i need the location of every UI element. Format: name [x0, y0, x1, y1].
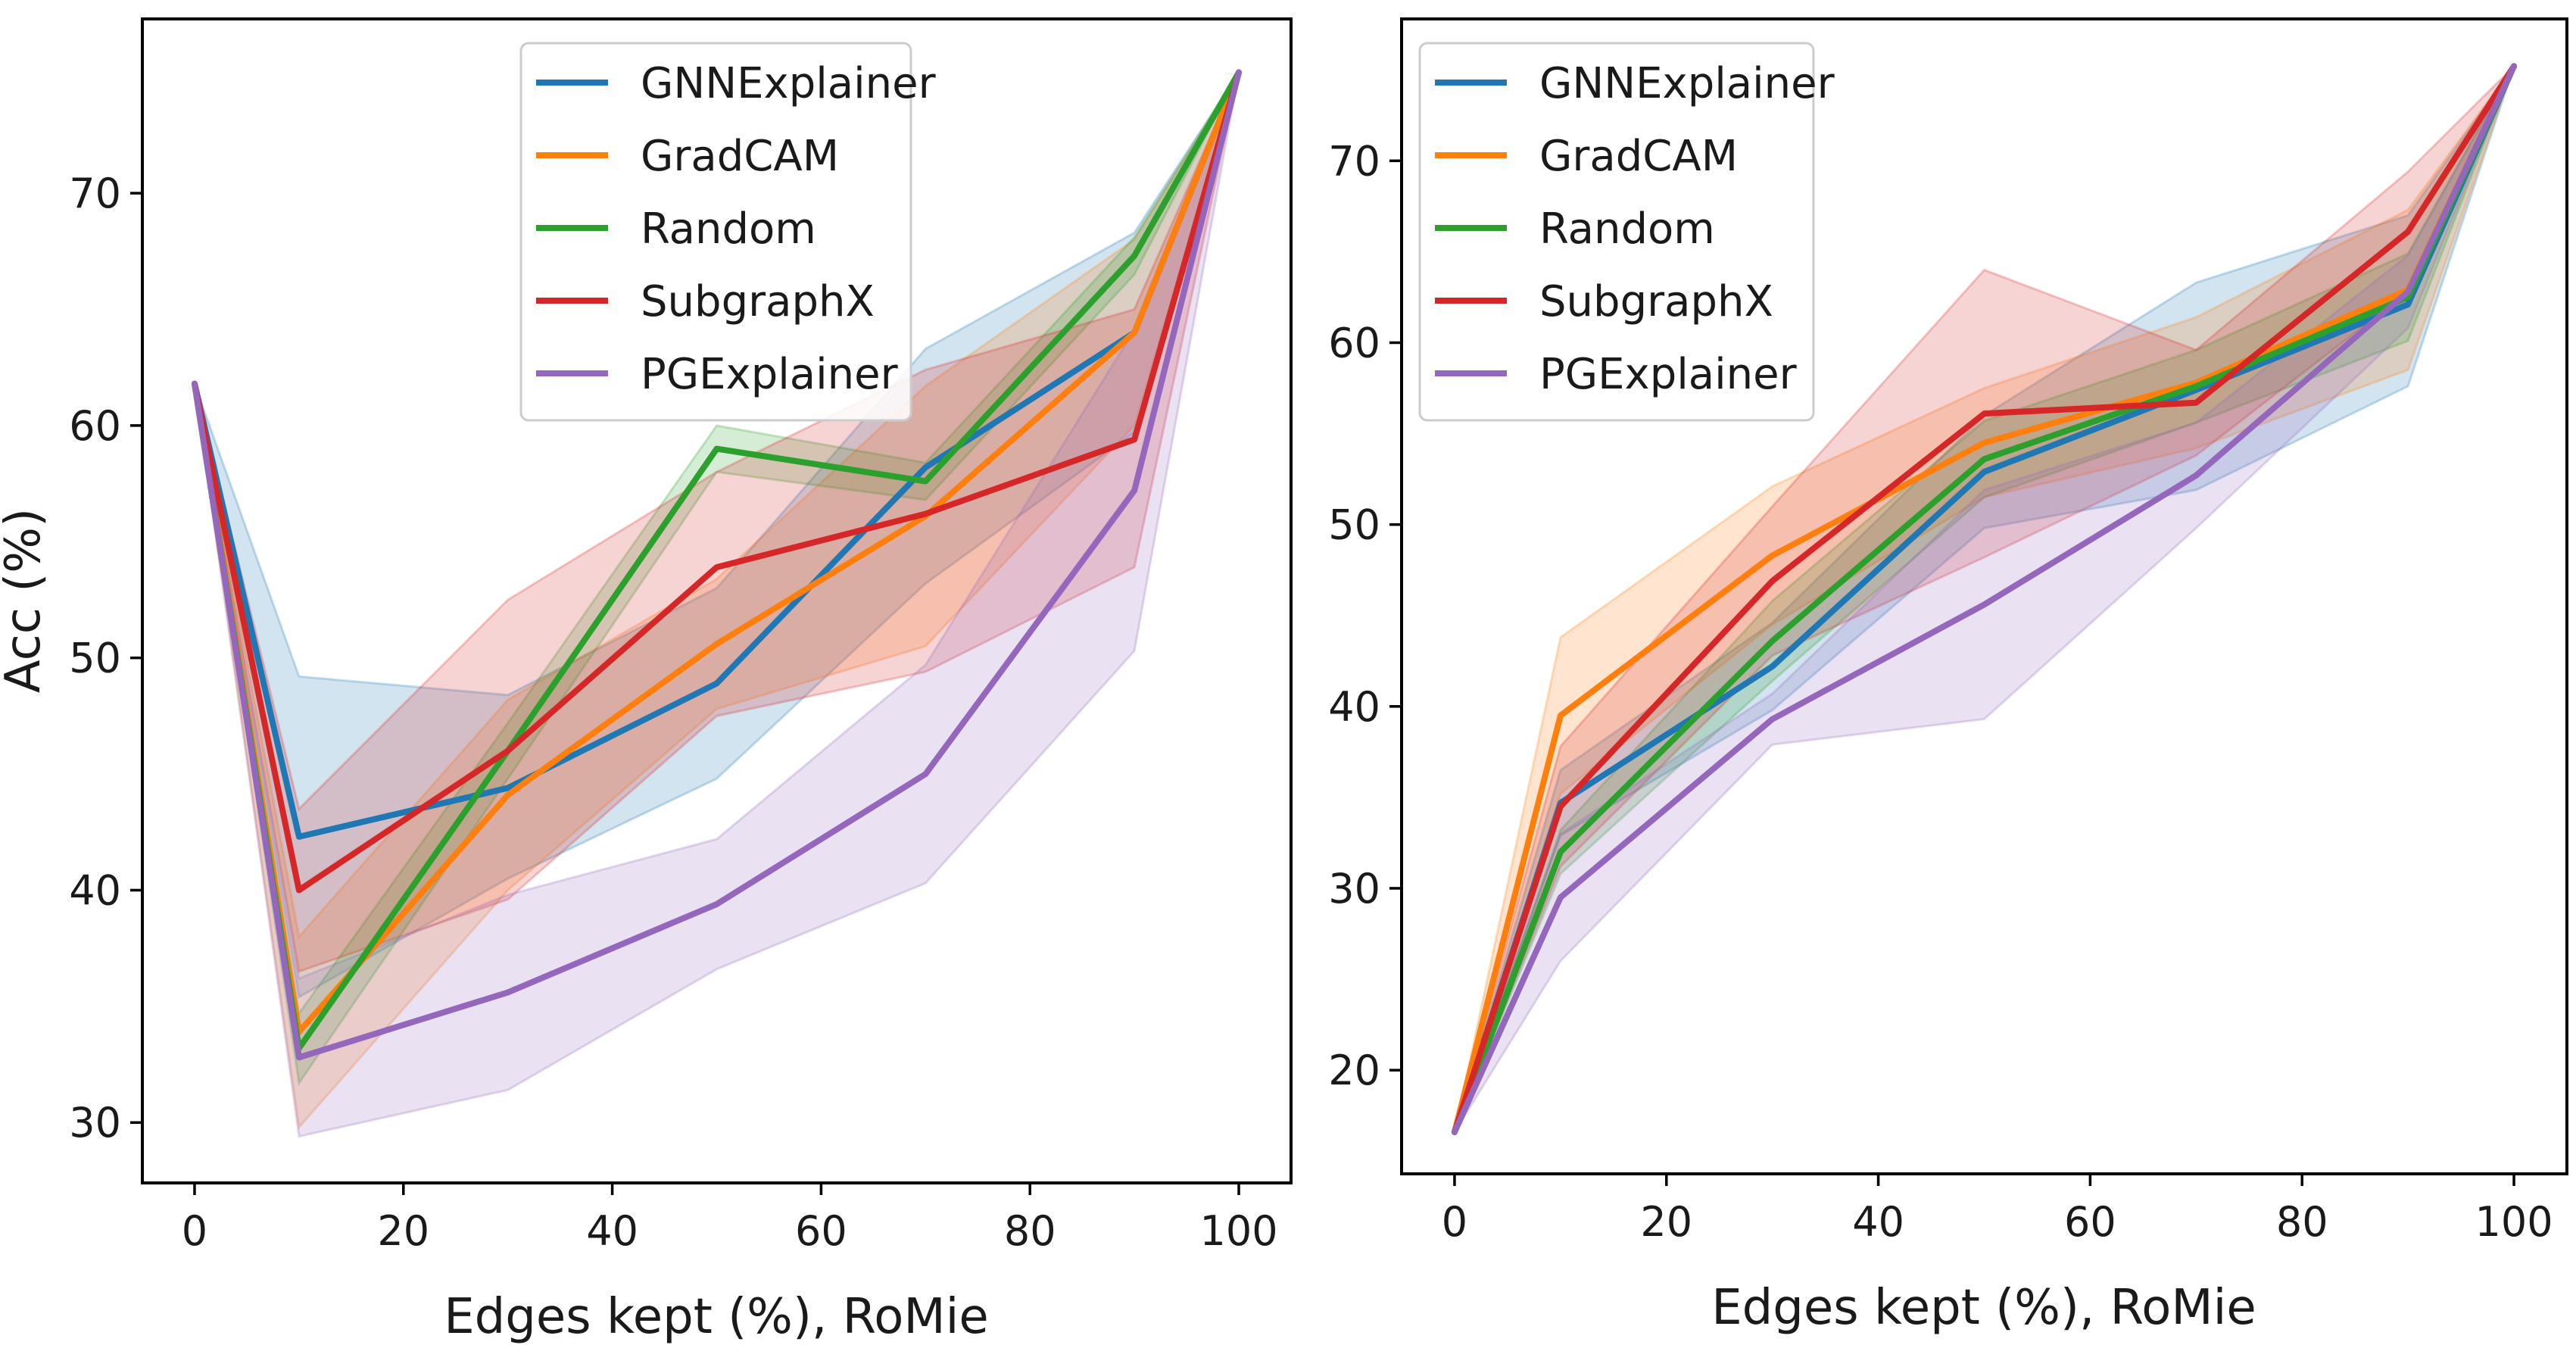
right-chart-x-axis-label: Edges kept (%), RoMie [1711, 1280, 2256, 1336]
left-chart-x-ticks: 0 20 40 60 80 100 [182, 1183, 1278, 1255]
right-chart-legend-label-gradcam: GradCAM [1539, 132, 1738, 181]
right-chart-y-tick-label: 50 [1328, 501, 1380, 549]
right-chart-legend-box [1418, 42, 1815, 422]
right-chart-lines [1452, 63, 2517, 1135]
right-chart-legend-label-pgexplainer: PGExplainer [1539, 350, 1798, 399]
right-chart-x-tick-label: 20 [1640, 1198, 1692, 1246]
left-chart-line-pgexplainer [192, 69, 1242, 1061]
right-chart-line-subgraphx [1452, 63, 2517, 1135]
right-chart-legend-label-subgraphx: SubgraphX [1539, 277, 1773, 326]
right-chart-line-pgexplainer [1452, 63, 2517, 1135]
left-chart-x-tick-label: 100 [1200, 1207, 1278, 1255]
left-chart-legend-label-subgraphx: SubgraphX [641, 277, 875, 326]
right-chart-y-tick-label: 60 [1328, 319, 1380, 367]
left-chart-y-tick-label: 40 [69, 866, 121, 914]
left-chart-legend: GNNExplainer GradCAM Random SubgraphX PGExpl… [519, 42, 937, 422]
left-chart-legend-label-gradcam: GradCAM [641, 132, 839, 181]
left-chart-legend-label-random: Random [641, 204, 816, 254]
right-chart-x-tick-label: 100 [2475, 1198, 2553, 1246]
left-chart-legend-label-gnnexplainer: GNNExplainer [641, 59, 937, 108]
left-chart-lines [192, 69, 1242, 1061]
right-chart-legend-label-random: Random [1539, 204, 1715, 254]
right-chart-x-tick-label: 40 [1852, 1198, 1904, 1246]
right-chart-legend-label-gnnexplainer: GNNExplainer [1539, 59, 1835, 108]
left-chart-legend-label-pgexplainer: PGExplainer [641, 350, 899, 399]
left-chart-y-tick-label: 60 [69, 402, 121, 450]
right-chart-y-tick-label: 20 [1328, 1047, 1380, 1094]
right-chart-x-tick-label: 0 [1442, 1198, 1467, 1246]
right-chart-x-ticks: 0 20 40 60 80 100 [1442, 1174, 2553, 1246]
left-chart-x-tick-label: 60 [795, 1207, 847, 1255]
left-chart: 0 20 40 60 80 100 30 40 50 60 70 Edges kept (%), … [0, 17, 1293, 1345]
left-chart-y-tick-label: 50 [69, 635, 121, 682]
left-chart-y-axis-label: Acc (%) [0, 508, 51, 693]
right-chart-axes-frame [1400, 17, 2568, 1175]
left-chart-y-tick-label: 30 [69, 1099, 121, 1147]
left-chart-x-tick-label: 40 [586, 1207, 638, 1255]
right-chart: 0 20 40 60 80 100 20 30 40 50 60 70 Edges kept (%)… [1328, 17, 2568, 1336]
left-chart-y-ticks: 30 40 50 60 70 [69, 170, 142, 1147]
left-chart-line-subgraphx [192, 69, 1242, 894]
right-chart-y-tick-label: 70 [1328, 137, 1380, 185]
left-chart-y-tick-label: 70 [69, 170, 121, 217]
right-chart-legend: GNNExplainer GradCAM Random SubgraphX PGExpl… [1418, 42, 1835, 422]
left-chart-x-tick-label: 0 [182, 1207, 207, 1255]
left-chart-legend-box [519, 42, 912, 422]
left-chart-x-tick-label: 80 [1004, 1207, 1056, 1255]
right-chart-line-random [1452, 63, 2517, 1135]
right-chart-x-tick-label: 80 [2276, 1198, 2328, 1246]
left-chart-x-tick-label: 20 [377, 1207, 429, 1255]
right-chart-x-tick-label: 60 [2064, 1198, 2116, 1246]
right-chart-y-tick-label: 30 [1328, 865, 1380, 913]
left-chart-axes-frame [141, 17, 1293, 1184]
left-chart-x-axis-label: Edges kept (%), RoMie [444, 1289, 989, 1345]
right-chart-y-ticks: 20 30 40 50 60 70 [1328, 137, 1402, 1094]
right-chart-y-tick-label: 40 [1328, 683, 1380, 731]
